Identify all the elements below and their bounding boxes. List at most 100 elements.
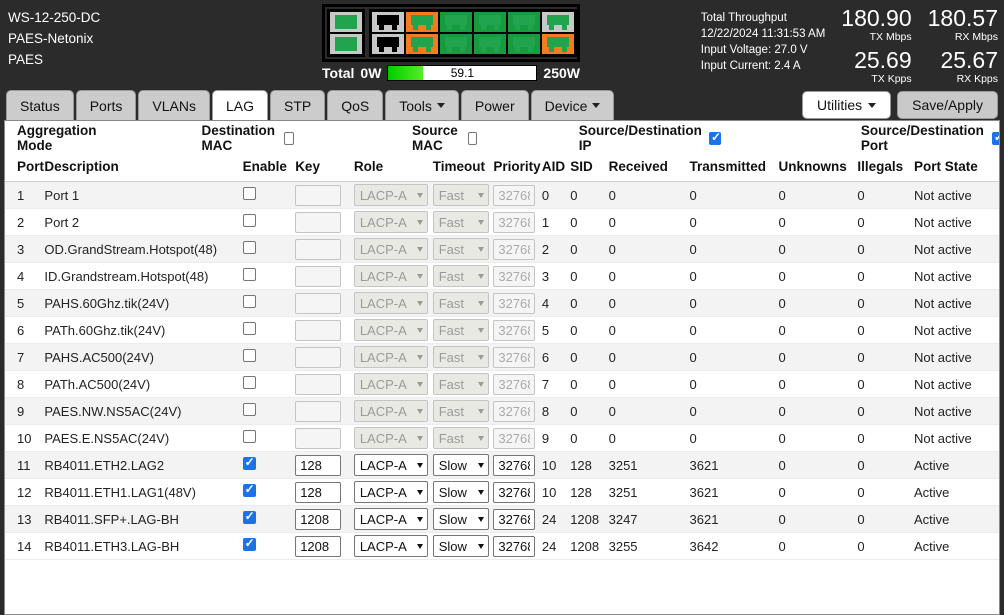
tab-stp[interactable]: STP xyxy=(269,90,326,120)
role-select[interactable]: LACP-A xyxy=(353,292,428,314)
utilities-button[interactable]: Utilities xyxy=(802,91,892,119)
timeout-select[interactable]: Fast xyxy=(432,211,489,233)
priority-input[interactable] xyxy=(493,481,536,503)
enable-checkbox[interactable] xyxy=(242,376,256,389)
key-input[interactable] xyxy=(295,454,342,476)
enable-checkbox[interactable] xyxy=(242,430,256,443)
agg-option-destination-mac[interactable]: Destination MAC xyxy=(202,123,295,153)
priority-input[interactable] xyxy=(493,346,536,368)
role-select[interactable]: LACP-A xyxy=(353,184,428,206)
timeout-select[interactable]: Slow xyxy=(432,454,489,476)
priority-input[interactable] xyxy=(493,400,536,422)
agg-option-checkbox[interactable] xyxy=(467,131,477,145)
timeout-select[interactable]: Fast xyxy=(432,184,489,206)
role-select[interactable]: LACP-A xyxy=(353,508,428,530)
enable-checkbox[interactable] xyxy=(242,509,256,524)
role-select[interactable]: LACP-A xyxy=(353,238,428,260)
timeout-select[interactable]: Slow xyxy=(432,535,489,557)
timeout-select[interactable]: Fast xyxy=(432,427,489,449)
key-input[interactable] xyxy=(295,373,342,395)
key-input[interactable] xyxy=(295,508,342,530)
rj45-port-3[interactable] xyxy=(405,11,439,33)
timeout-select[interactable]: Fast xyxy=(432,319,489,341)
tab-ports[interactable]: Ports xyxy=(75,90,137,120)
key-input[interactable] xyxy=(295,184,342,206)
priority-input[interactable] xyxy=(493,238,536,260)
tab-status[interactable]: Status xyxy=(6,90,74,120)
key-input[interactable] xyxy=(295,481,342,503)
sfp-port-2[interactable] xyxy=(329,33,363,55)
rj45-port-7[interactable] xyxy=(473,11,507,33)
rj45-port-10[interactable] xyxy=(507,33,541,55)
role-select[interactable]: LACP-A xyxy=(353,400,428,422)
enable-checkbox[interactable] xyxy=(242,536,256,551)
sfp-port-1[interactable] xyxy=(329,11,363,33)
agg-option-source-destination-port[interactable]: Source/Destination Port xyxy=(861,123,999,153)
tab-lag[interactable]: LAG xyxy=(211,90,268,120)
timeout-select[interactable]: Slow xyxy=(432,481,489,503)
key-input[interactable] xyxy=(295,211,342,233)
tab-tools[interactable]: Tools xyxy=(385,90,459,120)
agg-option-checkbox[interactable] xyxy=(284,131,295,145)
enable-checkbox[interactable] xyxy=(242,482,256,497)
role-select[interactable]: LACP-A xyxy=(353,427,428,449)
priority-input[interactable] xyxy=(493,211,536,233)
rj45-port-4[interactable] xyxy=(405,33,439,55)
rj45-port-2[interactable] xyxy=(371,33,405,55)
key-input[interactable] xyxy=(295,238,342,260)
save-apply-button[interactable]: Save/Apply xyxy=(897,91,998,119)
rj45-port-6[interactable] xyxy=(439,33,473,55)
priority-input[interactable] xyxy=(493,373,536,395)
enable-checkbox[interactable] xyxy=(242,455,256,470)
key-input[interactable] xyxy=(295,319,342,341)
rj45-port-12[interactable] xyxy=(541,33,575,55)
agg-option-source-destination-ip[interactable]: Source/Destination IP xyxy=(579,123,721,153)
role-select[interactable]: LACP-A xyxy=(353,319,428,341)
key-input[interactable] xyxy=(295,265,342,287)
tab-device[interactable]: Device xyxy=(530,90,615,120)
priority-input[interactable] xyxy=(493,535,536,557)
rj45-port-9[interactable] xyxy=(507,11,541,33)
timeout-select[interactable]: Fast xyxy=(432,373,489,395)
tab-vlans[interactable]: VLANs xyxy=(138,90,210,120)
enable-checkbox[interactable] xyxy=(242,295,256,308)
role-select[interactable]: LACP-A xyxy=(353,373,428,395)
timeout-select[interactable]: Fast xyxy=(432,238,489,260)
rj45-port-8[interactable] xyxy=(473,33,507,55)
priority-input[interactable] xyxy=(493,454,536,476)
priority-input[interactable] xyxy=(493,508,536,530)
enable-checkbox[interactable] xyxy=(242,214,256,227)
timeout-select[interactable]: Fast xyxy=(432,265,489,287)
enable-checkbox[interactable] xyxy=(242,403,256,416)
enable-checkbox[interactable] xyxy=(242,187,256,200)
agg-option-checkbox[interactable] xyxy=(709,130,721,145)
tab-qos[interactable]: QoS xyxy=(327,90,384,120)
enable-checkbox[interactable] xyxy=(242,241,256,254)
priority-input[interactable] xyxy=(493,319,536,341)
priority-input[interactable] xyxy=(493,427,536,449)
priority-input[interactable] xyxy=(493,292,536,314)
timeout-select[interactable]: Fast xyxy=(432,346,489,368)
role-select[interactable]: LACP-A xyxy=(353,454,428,476)
enable-checkbox[interactable] xyxy=(242,322,256,335)
priority-input[interactable] xyxy=(493,184,536,206)
rj45-port-11[interactable] xyxy=(541,11,575,33)
role-select[interactable]: LACP-A xyxy=(353,265,428,287)
enable-checkbox[interactable] xyxy=(242,268,256,281)
role-select[interactable]: LACP-A xyxy=(353,346,428,368)
agg-option-source-mac[interactable]: Source MAC xyxy=(412,123,477,153)
key-input[interactable] xyxy=(295,427,342,449)
rj45-port-5[interactable] xyxy=(439,11,473,33)
timeout-select[interactable]: Slow xyxy=(432,508,489,530)
key-input[interactable] xyxy=(295,400,342,422)
role-select[interactable]: LACP-A xyxy=(353,211,428,233)
key-input[interactable] xyxy=(295,346,342,368)
enable-checkbox[interactable] xyxy=(242,349,256,362)
key-input[interactable] xyxy=(295,535,342,557)
role-select[interactable]: LACP-A xyxy=(353,535,428,557)
role-select[interactable]: LACP-A xyxy=(353,481,428,503)
timeout-select[interactable]: Fast xyxy=(432,292,489,314)
agg-option-checkbox[interactable] xyxy=(991,130,999,145)
tab-power[interactable]: Power xyxy=(460,90,529,120)
key-input[interactable] xyxy=(295,292,342,314)
